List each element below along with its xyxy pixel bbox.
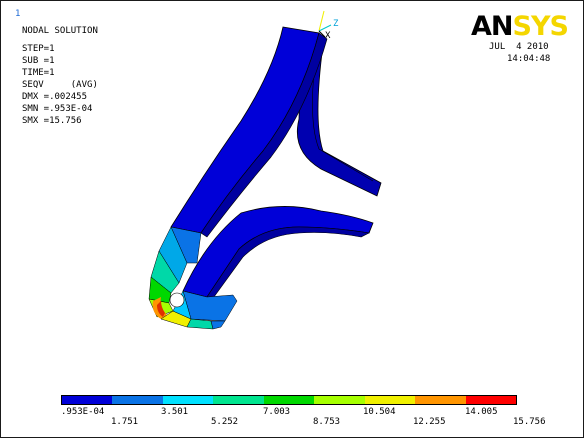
info-smn: SMN =.953E-04 — [22, 104, 93, 114]
info-dmx: DMX =.002455 — [22, 92, 88, 102]
triad-x-label: X — [325, 31, 331, 41]
info-time: TIME=1 — [22, 68, 55, 78]
info-smx: SMX =15.756 — [22, 116, 82, 126]
legend-label: 5.252 — [211, 417, 239, 427]
legend-color-bar — [61, 395, 517, 405]
info-step: STEP=1 — [22, 44, 55, 54]
timestamp: JUL 4 2010 14:04:48 — [489, 41, 550, 65]
info-sub: SUB =1 — [22, 56, 55, 66]
legend-band — [162, 396, 214, 404]
legend-label: .953E-04 — [61, 407, 105, 417]
legend-band — [213, 396, 264, 404]
info-result-type: SEQV (AVG) — [22, 80, 98, 90]
legend-label: 7.003 — [263, 407, 291, 417]
solution-info-panel: NODAL SOLUTION STEP=1 SUB =1 TIME=1 SEQV… — [22, 25, 98, 127]
stress-contour-region — [148, 226, 238, 330]
legend-band — [465, 396, 516, 404]
plot-title: NODAL SOLUTION — [22, 26, 98, 36]
legend-label: 14.005 — [465, 407, 498, 417]
legend-band — [263, 396, 315, 404]
legend-band — [112, 396, 163, 404]
legend-band — [415, 396, 466, 404]
legend-tick-labels: .953E-04 3.501 7.003 10.504 14.005 1.751… — [61, 407, 546, 431]
date-label: JUL 4 2010 — [489, 42, 549, 52]
coordinate-triad: Z X — [318, 10, 339, 41]
legend-band — [62, 396, 113, 404]
contour-legend: .953E-04 3.501 7.003 10.504 14.005 1.751… — [61, 395, 546, 427]
legend-label: 1.751 — [111, 417, 139, 427]
triad-z-label: Z — [333, 19, 339, 29]
legend-label: 8.753 — [313, 417, 341, 427]
ansys-logo: ANSYS — [471, 11, 569, 42]
time-label: 14:04:48 — [507, 54, 551, 64]
legend-label: 10.504 — [363, 407, 396, 417]
legend-band — [364, 396, 416, 404]
window-number: 1 — [15, 9, 21, 19]
legend-band — [314, 396, 365, 404]
legend-label: 3.501 — [161, 407, 189, 417]
legend-label: 15.756 — [513, 417, 546, 427]
legend-label: 12.255 — [413, 417, 446, 427]
